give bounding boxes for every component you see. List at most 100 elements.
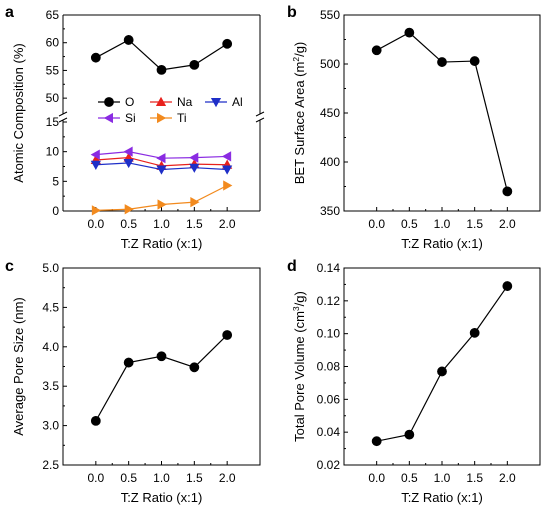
axis-break-mark	[58, 111, 68, 117]
data-point-Al	[156, 165, 167, 175]
data-point	[502, 281, 513, 291]
x-tick-label: 1.0	[434, 217, 451, 231]
axis-break-mark	[255, 117, 265, 123]
data-point-Si	[123, 146, 133, 157]
data-point-Ti	[157, 199, 167, 210]
y-tick-label: 15	[46, 115, 60, 129]
data-point	[123, 357, 134, 368]
panel-a: a 0.0 0.5 1.0 1.5 2.0 50 55 60 65 0 5 10 15 T:Z Ratio …	[5, 4, 265, 251]
data-point-Si	[221, 151, 232, 162]
data-point	[469, 327, 480, 338]
legend-marker-Si	[103, 112, 113, 124]
y-tick-label: 0.04	[317, 425, 341, 439]
data-point-Ti	[124, 204, 134, 215]
y-tick-label: 50	[46, 91, 60, 105]
y-tick-label: 0	[52, 204, 59, 218]
data-point-Si	[156, 153, 166, 164]
legend: O Na Al Si Ti	[98, 95, 243, 125]
data-point	[90, 415, 101, 426]
x-tick-label: 0.5	[120, 471, 137, 485]
data-point-Al	[123, 158, 134, 169]
legend-label-Al: Al	[232, 95, 243, 109]
plot-frame	[343, 14, 541, 212]
y-tick-label: 550	[320, 8, 340, 22]
y-tick-label: 350	[320, 204, 340, 218]
x-tick-label: 0.0	[368, 217, 385, 231]
x-tick-label: 0.0	[368, 471, 385, 485]
data-point-Ti	[223, 180, 233, 191]
data-point	[437, 57, 447, 67]
data-point-Ti	[91, 205, 102, 216]
y-tick-label: 0.14	[317, 261, 341, 275]
data-point-O	[189, 59, 200, 70]
x-tick-label: 0.0	[87, 217, 104, 231]
y-tick-label: 3.0	[42, 419, 59, 433]
y-tick-label: 400	[320, 155, 340, 169]
y-tick-label: 0.12	[317, 294, 341, 308]
legend-marker-O	[104, 97, 114, 107]
y-tick-label: 3.5	[42, 379, 59, 393]
panel-c: c 0.0 0.5 1.0 1.5 2.0 2.5 3.0 3.5 4.0 4.5 5.0 T:Z Ra…	[5, 258, 261, 505]
data-point-Ti	[190, 196, 200, 208]
x-tick-label: 0.0	[87, 471, 104, 485]
data-point-O	[90, 52, 101, 63]
data-point	[156, 351, 167, 362]
x-tick-label: 0.5	[401, 217, 418, 231]
data-point	[222, 330, 233, 340]
y-tick-label: 4.5	[42, 300, 59, 314]
data-point	[189, 362, 200, 373]
x-tick-label: 2.0	[499, 217, 516, 231]
y-axis-label: Average Pore Size (nm)	[11, 297, 26, 436]
legend-label-Ti: Ti	[177, 111, 187, 125]
y-tick-label: 2.5	[42, 458, 59, 472]
data-point-O	[156, 64, 167, 75]
axis-break-mark	[255, 111, 265, 117]
legend-label-Na: Na	[177, 95, 193, 109]
legend-label-Si: Si	[125, 111, 136, 125]
series-line	[95, 334, 228, 422]
legend-marker-Ti	[157, 112, 167, 124]
x-tick-label: 1.5	[466, 217, 483, 231]
y-tick-label: 500	[320, 57, 340, 71]
y-tick-label: 65	[46, 8, 60, 22]
panel-d: d 0.0 0.5 1.0 1.5 2.0 0.02 0.04 0.06 0.08 0.10 0.12…	[287, 258, 541, 505]
legend-marker-Al	[210, 98, 222, 108]
panel-letter: a	[5, 4, 14, 21]
x-tick-label: 1.5	[186, 217, 203, 231]
plot-frame	[343, 267, 541, 466]
y-tick-label: 5.0	[42, 261, 59, 275]
y-tick-label: 0.02	[317, 458, 341, 472]
y-tick-label: 4.0	[42, 340, 59, 354]
data-point-O	[123, 35, 134, 45]
panel-b: b 0.0 0.5 1.0 1.5 2.0 350 400 450 500 550 T:Z Ratio…	[287, 4, 541, 251]
x-tick-label: 1.0	[434, 471, 451, 485]
x-tick-label: 1.5	[186, 471, 203, 485]
axis-break-mark	[58, 117, 68, 123]
data-point-Si	[90, 149, 100, 160]
y-tick-label: 60	[46, 36, 60, 50]
y-tick-label: 0.06	[317, 392, 341, 406]
data-point	[437, 366, 447, 377]
plot-frame	[62, 267, 261, 466]
data-point-Al	[189, 163, 200, 173]
y-axis-label: Total Pore Volume (cm3/g)	[291, 291, 307, 442]
data-point-O	[222, 38, 233, 49]
y-axis-label: BET Surface Area (m2/g)	[291, 42, 307, 185]
x-tick-label: 1.0	[153, 217, 170, 231]
data-point-Si	[189, 152, 199, 163]
legend-label-O: O	[125, 95, 134, 109]
panel-letter: c	[5, 258, 14, 275]
x-tick-label: 2.0	[219, 217, 236, 231]
series-line	[376, 285, 508, 442]
y-tick-label: 55	[46, 63, 60, 77]
data-point	[371, 45, 382, 56]
data-point	[404, 429, 415, 440]
data-point	[469, 56, 480, 66]
x-tick-label: 0.5	[120, 217, 137, 231]
x-tick-label: 1.0	[153, 471, 170, 485]
y-tick-label: 0.08	[317, 360, 341, 374]
y-tick-label: 5	[52, 174, 59, 188]
y-axis-label: Atomic Composition (%)	[11, 43, 26, 182]
data-point-Al	[222, 165, 233, 175]
data-point-Al	[90, 160, 101, 170]
